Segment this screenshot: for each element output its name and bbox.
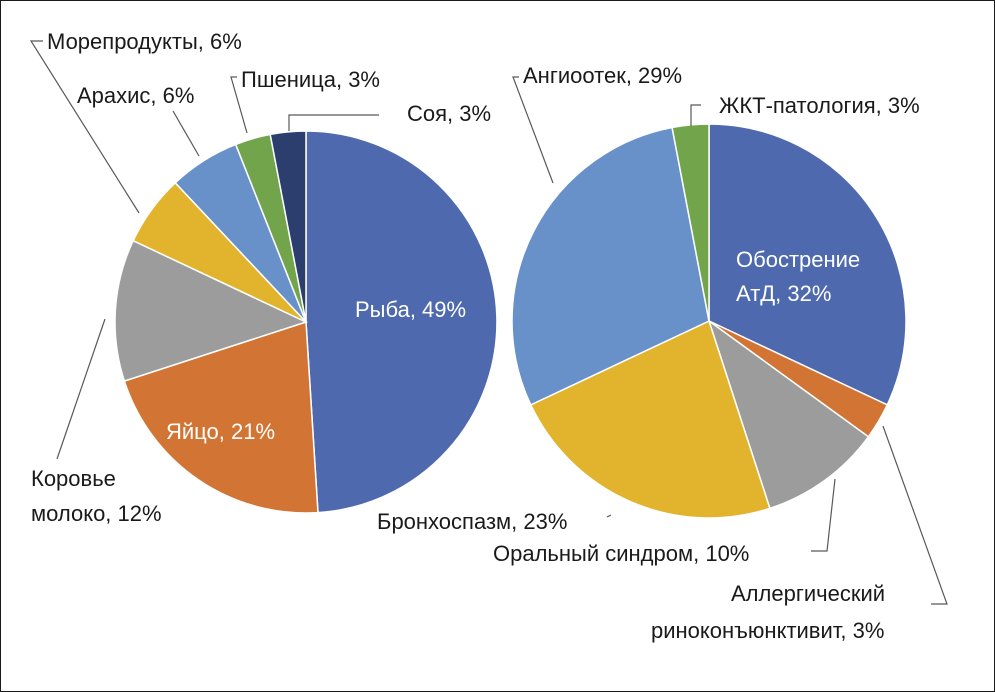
label-fish: Рыба, 49% [355, 297, 466, 322]
label-atd-line1: Обострение [736, 247, 860, 272]
leader-line-oral [811, 478, 836, 552]
pie2-slice-3 [529, 319, 771, 519]
label-seafood: Морепродукты, 6% [47, 29, 242, 54]
leader-line-seafood [29, 40, 140, 214]
leader-line-peanut [172, 110, 200, 157]
leader-line-broncho [606, 514, 612, 518]
pie1-slice-1 [123, 320, 319, 514]
leader-line-soy [288, 114, 379, 131]
pie1-slice-2 [114, 239, 309, 382]
label-rhino-line2: риноконъюнктивит, 3% [651, 618, 884, 643]
pie-chart-reactions [511, 123, 907, 519]
pie2-slice-2 [707, 319, 870, 510]
label-broncho: Бронхоспазм, 23% [377, 509, 567, 534]
pie-chart-allergens [114, 130, 498, 514]
label-milk-line2: молоко, 12% [31, 501, 162, 526]
pie1-slice-0 [305, 130, 498, 514]
leader-line-gi [690, 104, 701, 126]
label-atd-line2: АтД, 32% [736, 281, 831, 306]
label-oral: Оральный синдром, 10% [493, 541, 749, 566]
pie2-slice-0 [708, 123, 907, 406]
leader-line-angio [512, 76, 554, 184]
pie2-slice-4 [511, 126, 710, 406]
label-peanut: Арахис, 6% [77, 83, 194, 108]
leader-line-milk [56, 318, 106, 460]
leader-line-wheat [230, 76, 248, 134]
label-angio: Ангиоотек, 29% [523, 63, 682, 88]
label-soy: Соя, 3% [407, 101, 491, 126]
label-gi: ЖКТ-патология, 3% [719, 93, 920, 118]
label-egg: Яйцо, 21% [166, 419, 275, 444]
label-milk-line1: Коровье [31, 466, 116, 491]
label-rhino-line1: Аллергический [731, 581, 885, 606]
leader-line-rhino [882, 425, 948, 605]
pie1-slice-6 [269, 130, 307, 323]
label-wheat: Пшеница, 3% [241, 67, 380, 92]
